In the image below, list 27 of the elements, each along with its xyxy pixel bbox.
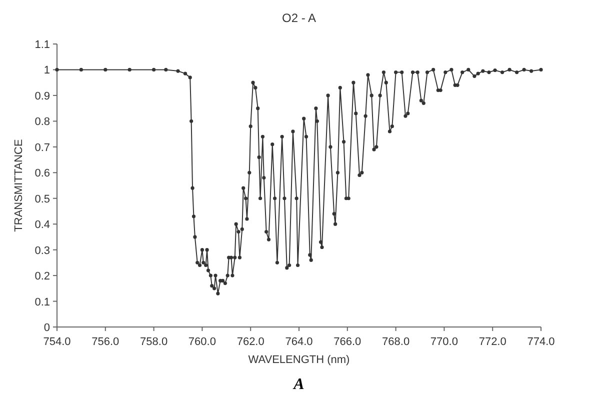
x-tick-label: 768.0 — [382, 336, 410, 348]
y-axis-title: TRANSMITTANCE — [13, 139, 25, 232]
x-tick-label: 758.0 — [140, 336, 168, 348]
x-tick-label: 762.0 — [236, 336, 264, 348]
x-tick-label: 774.0 — [527, 336, 555, 348]
y-tick-label: 1 — [44, 64, 50, 77]
x-tick-label: 756.0 — [92, 336, 120, 348]
y-tick-label: 0.5 — [34, 193, 50, 206]
y-tick-label: 0.2 — [34, 270, 50, 283]
y-tick-label: 0.7 — [34, 142, 50, 154]
x-tick-label: 760.0 — [188, 336, 216, 348]
y-tick-label: 0.4 — [34, 219, 50, 232]
x-tick-label: 754.0 — [43, 336, 71, 348]
x-tick-label: 764.0 — [285, 336, 313, 348]
x-tick-label: 770.0 — [430, 336, 458, 348]
text: A — [292, 376, 305, 393]
y-tick-label: 0.8 — [34, 116, 50, 128]
x-axis-title: WAVELENGTH (nm) — [248, 354, 350, 366]
x-tick-label: 766.0 — [334, 336, 362, 348]
y-tick-label: 0.1 — [34, 296, 50, 308]
y-tick-label: 0.9 — [34, 90, 50, 102]
y-tick-label: 1.1 — [34, 39, 50, 51]
chart-title: O2 - A — [282, 11, 316, 25]
y-tick-label: 0 — [44, 322, 50, 334]
x-tick-label: 772.0 — [478, 336, 506, 348]
y-tick-label: 0.3 — [34, 244, 50, 257]
y-tick-label: 0.6 — [34, 168, 50, 180]
